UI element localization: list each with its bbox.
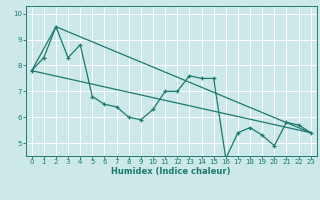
X-axis label: Humidex (Indice chaleur): Humidex (Indice chaleur) [111,167,231,176]
